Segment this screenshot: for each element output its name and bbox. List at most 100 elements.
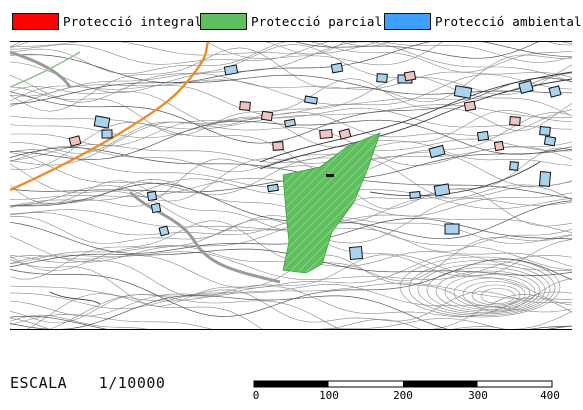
building xyxy=(319,128,333,140)
legend-item-ambiental: Protecció ambiental xyxy=(384,11,582,31)
contour-line xyxy=(10,42,572,75)
road xyxy=(259,71,572,163)
contour-line xyxy=(10,151,572,195)
building xyxy=(272,141,284,151)
building xyxy=(493,140,505,152)
contour-line xyxy=(10,317,506,329)
contour-line xyxy=(480,288,516,304)
building xyxy=(433,183,451,197)
contour-line xyxy=(10,42,572,65)
building xyxy=(453,85,473,99)
legend: Protecció integral Protecció parcial Pro… xyxy=(0,0,583,40)
contour-line xyxy=(26,293,572,329)
legend-swatch-integral xyxy=(12,12,59,30)
scale-caption: ESCALA 1/10000 xyxy=(10,374,165,392)
contour-line xyxy=(10,258,572,317)
contour-line xyxy=(417,263,551,315)
contour-line xyxy=(10,77,572,144)
building xyxy=(267,183,279,193)
building xyxy=(518,80,534,94)
legend-label-parcial: Protecció parcial xyxy=(251,13,383,29)
legend-item-parcial: Protecció parcial xyxy=(200,11,382,31)
road-secondary xyxy=(10,51,81,88)
scale-bar: 0 100 200 300 400 xyxy=(250,378,570,408)
building xyxy=(158,225,170,237)
contour-line xyxy=(399,256,561,318)
contour-line xyxy=(10,110,572,154)
building xyxy=(239,101,251,111)
contour-line xyxy=(462,281,526,307)
contour-line xyxy=(10,74,572,116)
contour-line xyxy=(10,112,572,177)
building xyxy=(463,100,477,112)
contour-line xyxy=(10,314,421,329)
contour-line xyxy=(10,254,572,306)
contour-line xyxy=(49,294,572,329)
scale-tick: 300 xyxy=(468,389,488,402)
scale-tick: 200 xyxy=(393,389,413,402)
scale-tick: 400 xyxy=(540,389,560,402)
scale-label: ESCALA xyxy=(10,374,68,392)
building xyxy=(409,191,421,199)
contour-line xyxy=(10,76,572,126)
stream xyxy=(10,50,72,88)
building xyxy=(150,202,162,214)
map-canvas xyxy=(10,42,572,329)
contour-line xyxy=(206,42,443,66)
building xyxy=(403,70,417,82)
contour-line xyxy=(10,147,572,179)
contour-line xyxy=(471,284,521,306)
contour-line xyxy=(10,289,572,324)
building xyxy=(509,116,521,126)
building xyxy=(476,130,490,142)
contour-line xyxy=(426,267,546,313)
building xyxy=(101,129,113,139)
building xyxy=(338,128,352,140)
contour-line xyxy=(444,274,536,310)
contour-line xyxy=(10,315,572,329)
contour-line xyxy=(10,78,572,136)
contour-line xyxy=(10,282,572,302)
contour-line xyxy=(10,141,572,173)
contour-line xyxy=(10,313,506,329)
zone-proteccio-parcial xyxy=(282,132,381,274)
contour-line xyxy=(10,42,572,56)
contour-line xyxy=(10,157,572,202)
legend-label-integral: Protecció integral xyxy=(63,13,203,29)
legend-label-ambiental: Protecció ambiental xyxy=(435,13,582,29)
building xyxy=(538,171,552,187)
legend-swatch-ambiental xyxy=(384,12,431,30)
contour-line xyxy=(10,107,572,139)
topographic-map xyxy=(10,41,572,330)
building xyxy=(543,135,557,147)
building xyxy=(348,245,364,261)
buildings xyxy=(68,62,562,261)
stream xyxy=(128,190,281,284)
scale-ratio: 1/10000 xyxy=(98,374,166,392)
contour-line xyxy=(453,277,531,309)
building xyxy=(509,161,519,171)
contour-line xyxy=(10,71,572,97)
building xyxy=(428,144,446,159)
contour-line xyxy=(10,42,572,55)
road xyxy=(369,161,541,197)
building xyxy=(283,118,297,128)
building xyxy=(68,135,82,147)
building xyxy=(330,62,344,74)
contour-line xyxy=(408,260,556,316)
contour-line xyxy=(295,42,539,59)
building xyxy=(539,126,551,136)
contour-line xyxy=(10,254,572,289)
building xyxy=(444,223,460,235)
contour-line xyxy=(10,47,572,112)
building xyxy=(93,115,111,129)
building xyxy=(260,110,274,122)
building xyxy=(146,190,158,202)
scale-bar-graphic xyxy=(253,380,553,388)
building xyxy=(303,95,319,105)
scale-tick: 100 xyxy=(319,389,339,402)
building xyxy=(326,174,334,177)
road-main xyxy=(10,42,210,192)
legend-swatch-parcial xyxy=(200,12,247,30)
